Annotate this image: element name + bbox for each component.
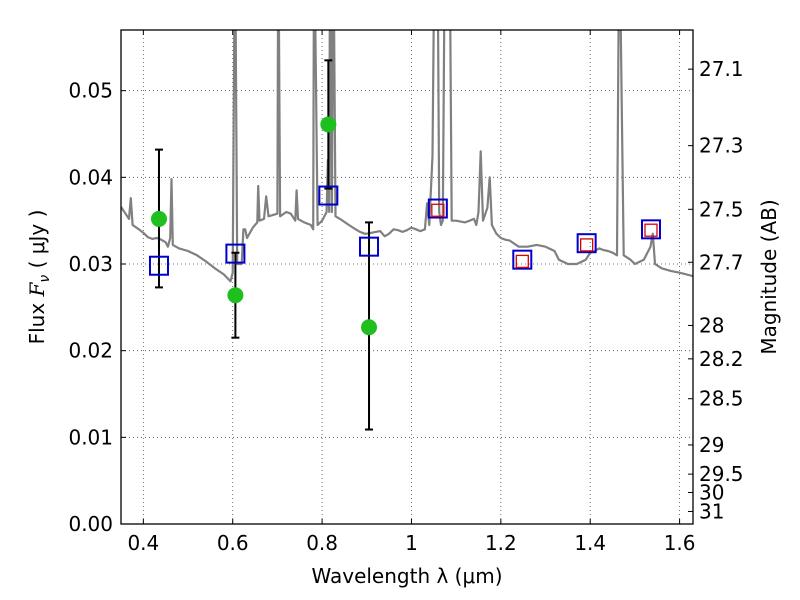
y-axis-label-prefix: Flux (25, 296, 49, 344)
magnitude-tick-label: 28 (699, 313, 724, 337)
measured-photometry-square (579, 238, 594, 252)
y-tick-label: 0.02 (68, 339, 113, 363)
magnitude-tick-label: 27.3 (699, 134, 744, 158)
errorbar-layer (154, 59, 374, 431)
tick-marks (121, 30, 693, 525)
x-tick-label: 1.4 (574, 531, 606, 555)
model-photometry-square (148, 255, 169, 276)
model-photometry-square (359, 236, 380, 257)
x-tick-label: 0.6 (217, 531, 249, 555)
observed-photometry-point (361, 319, 378, 336)
model-photometry-square (318, 185, 339, 206)
observed-photometry-point (227, 287, 244, 304)
magnitude-tick-label: 28.2 (699, 347, 744, 371)
magnitude-tick-label: 31 (699, 499, 724, 523)
x-tick-label: 0.8 (306, 531, 338, 555)
y-tick-label: 0.04 (68, 165, 113, 189)
magnitude-tick-label: 27.5 (699, 197, 744, 221)
model-photometry-square (427, 198, 448, 219)
plot-frame (120, 29, 694, 525)
marker-layer (148, 116, 661, 336)
observed-photometry-point (320, 116, 337, 133)
model-photometry-square (640, 219, 661, 240)
y-tick-label: 0.05 (68, 79, 113, 103)
magnitude-tick-label: 30 (699, 481, 724, 505)
magnitude-tick-label: 29 (699, 433, 724, 457)
x-tick-label: 1.2 (485, 531, 517, 555)
magnitude-tick-label: 27.7 (699, 250, 744, 274)
y-axis-label-units: ( μJy ) (25, 210, 49, 275)
y-axis-label: Flux Fν ( μJy ) (25, 210, 53, 345)
y-axis-label-subscript: ν (37, 275, 53, 283)
x-tick-label: 1.6 (664, 531, 696, 555)
x-tick-labels: 0.4 0.6 0.8 1 1.2 1.4 1.6 (127, 531, 695, 555)
grid (121, 30, 693, 525)
y-tick-label: 0.01 (68, 425, 113, 449)
x-tick-label: 0.4 (127, 531, 159, 555)
y-axis-label-symbol: F (25, 281, 49, 297)
model-photometry-square (225, 243, 246, 264)
y-tick-label: 0.00 (68, 512, 113, 536)
magnitude-tick-label: 28.5 (699, 387, 744, 411)
model-spectrum-line (121, 30, 693, 283)
observed-photometry-point (150, 210, 167, 227)
magnitude-tick-label: 29.5 (699, 462, 744, 486)
y-tick-label: 0.03 (68, 252, 113, 276)
model-photometry-square (512, 249, 533, 270)
magnitude-tick-label: 27.1 (699, 57, 744, 81)
x-axis-label: Wavelength λ (μm) (311, 564, 502, 588)
measured-photometry-square (644, 223, 658, 237)
magnitude-axis-label: Magnitude (AB) (757, 199, 781, 354)
x-tick-label: 1 (405, 531, 418, 555)
model-photometry-square (576, 233, 597, 254)
measured-photometry-square (431, 203, 445, 217)
y-tick-labels: 0.00 0.01 0.02 0.03 0.04 0.05 (68, 79, 113, 536)
spectrum-layer (121, 30, 693, 283)
measured-photometry-square (515, 254, 529, 269)
